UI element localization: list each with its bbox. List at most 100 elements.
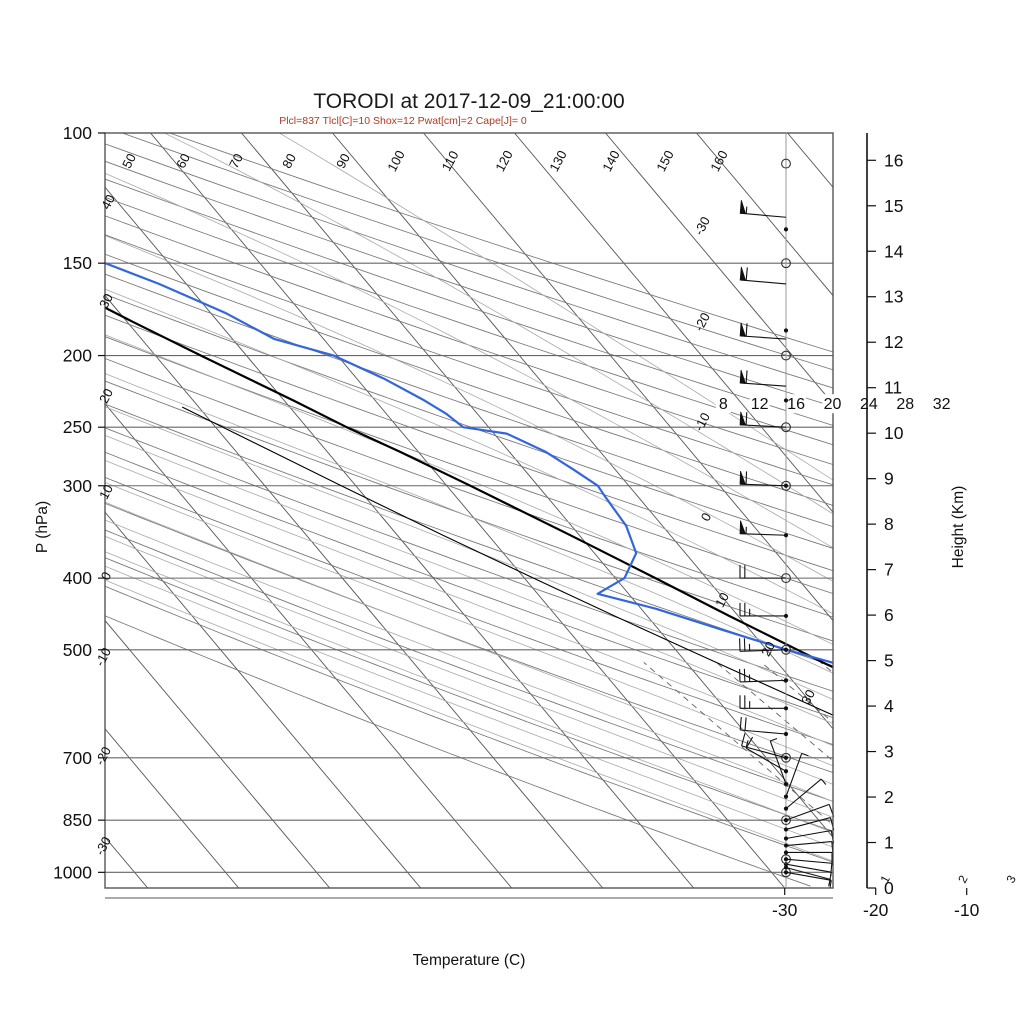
- dry-adiabat-label: 150: [653, 148, 676, 174]
- pressure-tick-label: 500: [63, 640, 92, 660]
- isotherm-edge-label: 40: [98, 192, 118, 212]
- height-tick-label: 7: [884, 560, 894, 580]
- dry-adiabat-label: 80: [279, 151, 299, 171]
- isotherm-edge-label: -30: [691, 214, 713, 238]
- pressure-tick-label: 250: [63, 417, 92, 437]
- height-tick-label: 13: [884, 287, 903, 307]
- isotherm-edge-label: 20: [758, 639, 778, 659]
- wind-barb: [769, 738, 787, 785]
- height-axis-title: Height (Km): [950, 486, 967, 569]
- isotherm-label: 24: [860, 396, 878, 413]
- height-tick-label: 2: [884, 787, 894, 807]
- x-axis-title: Temperature (C): [413, 952, 526, 969]
- mixing-ratio-label: 2: [955, 873, 971, 886]
- pressure-tick-label: 700: [63, 748, 92, 768]
- dry-adiabat-label: 100: [384, 148, 407, 174]
- isotherm-edge-label: -20: [92, 744, 114, 768]
- pressure-tick-label: 850: [63, 810, 92, 830]
- wind-barb: [741, 733, 787, 759]
- isotherm-edge-label: 10: [96, 482, 116, 502]
- pressure-tick-label: 200: [63, 346, 92, 366]
- wind-barb: [785, 803, 835, 821]
- sounding-profiles: [105, 261, 833, 716]
- wind-barb: [739, 471, 787, 487]
- temperature-tick-label: -20: [863, 900, 889, 920]
- mixing-ratio-lines: [643, 662, 833, 826]
- isotherm-edge-label: -10: [92, 645, 114, 669]
- wind-barb: [785, 871, 832, 888]
- wind-barb: [785, 752, 809, 797]
- wind-barb: [739, 565, 786, 579]
- wind-barb: [785, 866, 831, 887]
- height-tick-label: 0: [884, 878, 894, 898]
- wind-barb: [739, 668, 787, 683]
- wind-barb-column: [739, 133, 835, 888]
- isotherm-edge-label: -30: [92, 834, 114, 858]
- isotherm-label: 12: [751, 396, 769, 413]
- dry-adiabat-label: 120: [492, 148, 515, 174]
- dry-adiabat-label: 50: [119, 151, 139, 171]
- wind-barb: [739, 200, 787, 218]
- height-tick-label: 16: [884, 150, 903, 170]
- stability-indices-subtitle: Plcl=837 Tlcl[C]=10 Shox=12 Pwat[cm]=2 C…: [279, 115, 527, 127]
- y-axis-title: P (hPa): [34, 501, 51, 553]
- dry-adiabat-label: 90: [333, 151, 353, 171]
- wind-barb: [739, 322, 787, 340]
- height-tick-label: 15: [884, 196, 903, 216]
- pressure-tick-label: 1000: [53, 862, 92, 882]
- height-tick-label: 6: [884, 605, 894, 625]
- wind-barb: [786, 851, 833, 866]
- height-tick-label: 14: [884, 241, 904, 261]
- height-tick-label: 12: [884, 332, 903, 352]
- profile-temperature: [105, 306, 833, 669]
- height-tick-label: 4: [884, 696, 894, 716]
- dry-adiabat-label: 70: [226, 151, 246, 171]
- isotherm-label: 20: [824, 396, 842, 413]
- wind-barb: [739, 638, 787, 652]
- grid-lines: [105, 133, 833, 888]
- height-tick-label: 10: [884, 423, 904, 443]
- isotherm-edge-label: 10: [712, 590, 732, 610]
- profile-parcel: [182, 406, 833, 716]
- isotherm-edge-label: 0: [98, 569, 115, 582]
- height-tick-label: 8: [884, 514, 894, 534]
- isotherm-edge-label: -10: [691, 410, 713, 434]
- isotherm-edge-label: 30: [96, 291, 116, 311]
- plot-frame: [104, 132, 834, 889]
- wind-barb: [745, 736, 787, 772]
- wind-barb: [739, 717, 787, 735]
- isobar-lines: [105, 132, 833, 873]
- wind-barb: [739, 602, 786, 617]
- height-tick-label: 9: [884, 469, 894, 489]
- pressure-tick-label: 100: [63, 123, 92, 143]
- pressure-tick-label: 150: [63, 253, 92, 273]
- isotherm-edge-label: 30: [798, 687, 818, 707]
- mixing-ratio-label: 3: [1003, 873, 1019, 886]
- page-title: TORODI at 2017-12-09_21:00:00: [313, 90, 624, 113]
- pressure-tick-label: 300: [63, 476, 92, 496]
- pressure-tick-label: 400: [63, 568, 92, 588]
- wind-barb: [739, 695, 786, 709]
- wind-barb: [739, 266, 787, 285]
- dry-adiabat-label: 140: [599, 148, 622, 174]
- isotherm-edge-label: 20: [96, 386, 116, 406]
- wind-barb: [739, 369, 787, 387]
- dry-adiabat-label: 60: [173, 151, 193, 171]
- isotherm-label: 8: [719, 396, 728, 413]
- wind-barb: [739, 411, 787, 428]
- wind-barb: [739, 520, 787, 536]
- dry-adiabat-label: 110: [439, 148, 462, 173]
- isotherm-label: 28: [896, 396, 914, 413]
- height-tick-label: 1: [884, 833, 894, 853]
- height-tick-label: 11: [884, 378, 902, 398]
- wind-barb: [785, 863, 832, 886]
- dry-adiabat-label: 130: [546, 148, 569, 174]
- height-tick-label: 5: [884, 651, 894, 671]
- profile-dewpoint: [105, 261, 833, 665]
- height-tick-label: 3: [884, 742, 894, 762]
- isotherm-label: 32: [933, 396, 951, 413]
- wind-barb: [785, 778, 827, 810]
